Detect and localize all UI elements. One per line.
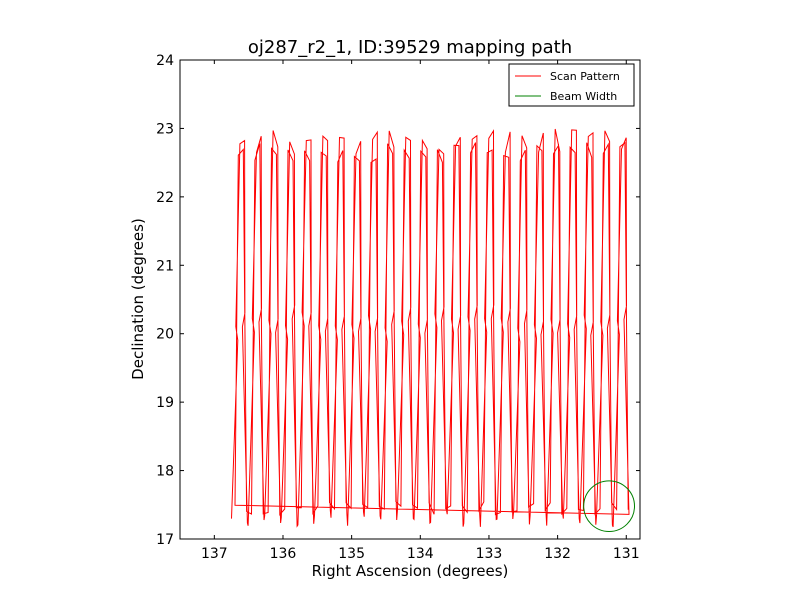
x-tick-label: 137 [201,546,228,562]
y-tick-label: 20 [156,327,174,343]
legend-label-scan-pattern: Scan Pattern [550,70,620,83]
chart-title: oj287_r2_1, ID:39529 mapping path [248,37,572,58]
y-tick-label: 19 [156,395,174,411]
beam-width-circle [583,480,636,532]
x-tick-label: 136 [270,546,297,562]
x-axis-label: Right Ascension (degrees) [312,562,509,580]
legend-label-beam-width: Beam Width [550,90,617,103]
x-tick-label: 131 [613,546,640,562]
legend: Scan Pattern Beam Width [508,63,635,107]
x-tick-label: 132 [544,546,571,562]
y-tick-label: 17 [156,532,174,548]
plot-frame [179,59,641,540]
scan-pattern-line [231,128,630,528]
x-axis: 137 136 135 134 133 132 131 [201,60,640,562]
y-tick-label: 21 [156,258,174,274]
x-tick-label: 135 [338,546,365,562]
x-tick-label: 134 [407,546,434,562]
scan-pattern-layer [231,128,630,528]
y-tick-label: 24 [156,53,174,69]
y-tick-label: 23 [156,121,174,137]
y-tick-label: 18 [156,464,174,480]
beam-layer [583,480,636,532]
y-axis: 17 18 19 20 21 22 23 24 [156,53,640,548]
y-axis-label: Declination (degrees) [129,218,147,380]
legend-box [508,63,635,107]
y-tick-label: 22 [156,190,174,206]
x-tick-label: 133 [476,546,503,562]
